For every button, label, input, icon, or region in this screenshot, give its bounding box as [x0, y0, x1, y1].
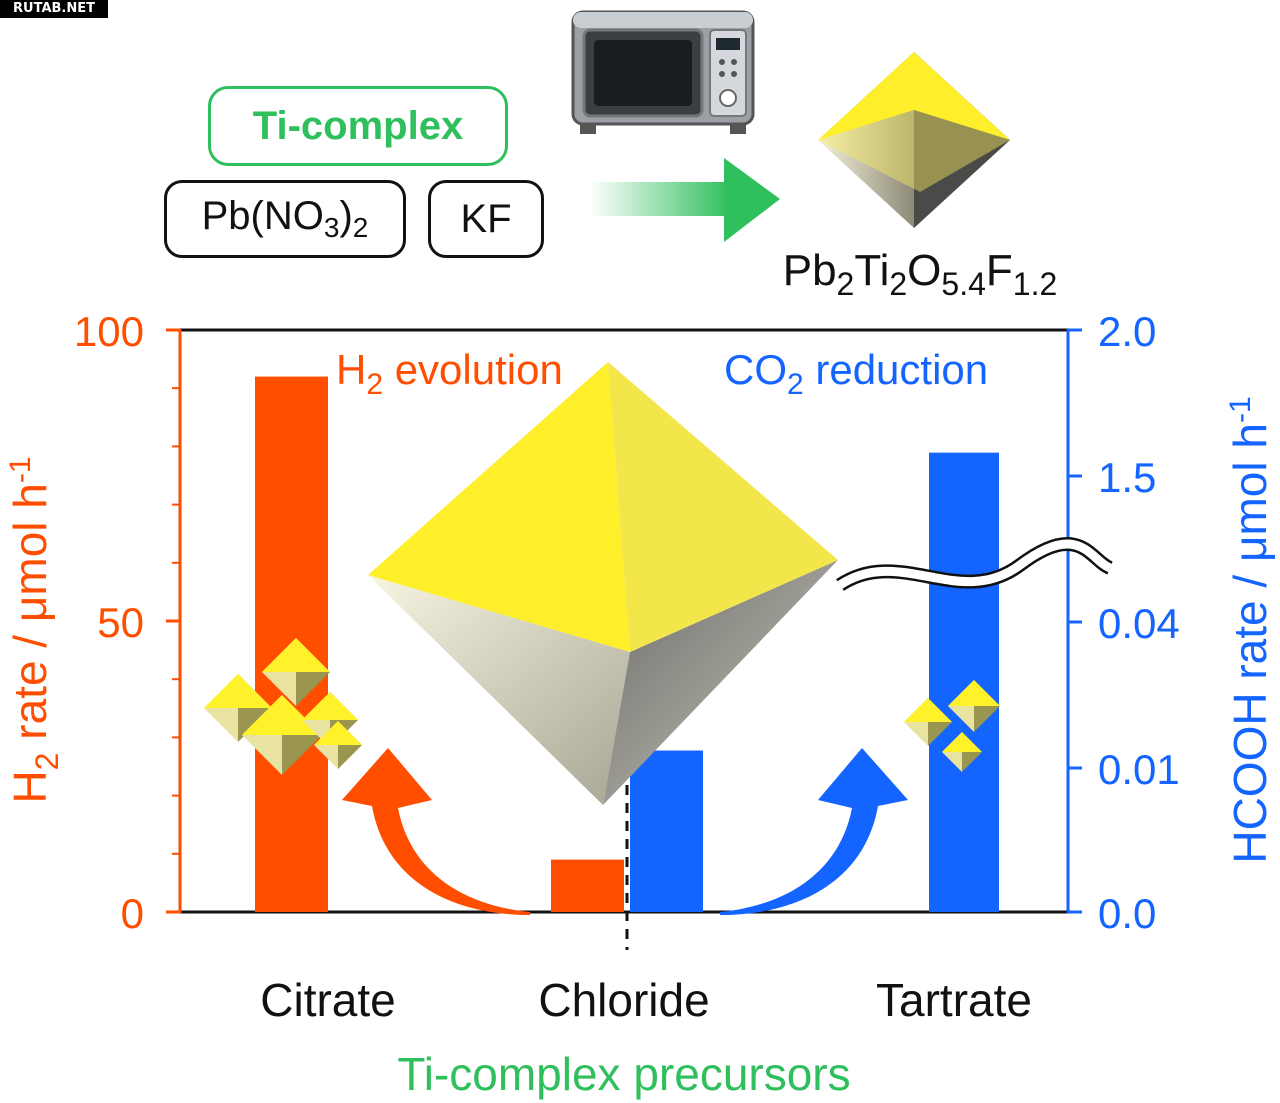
ti-complex-box: Ti-complex — [208, 86, 508, 166]
formula-part: 5.4 — [941, 266, 986, 302]
lead-nitrate-box: Pb(NO3)2 — [164, 180, 406, 258]
formula-part: 2 — [889, 266, 908, 302]
hcooh-bar — [929, 452, 999, 912]
crystal-face-lower-left — [368, 575, 630, 805]
crystal-face-lower-right — [603, 560, 838, 805]
citrate-crystal-top — [314, 721, 362, 745]
x-tick-label: Citrate — [260, 974, 395, 1026]
formula-part: O — [907, 246, 942, 295]
x-tick-label: Tartrate — [876, 974, 1032, 1026]
right-tick-label: 0.01 — [1098, 746, 1180, 793]
citrate-crystal-top — [204, 674, 272, 708]
left-axis-title: H2 rate / μmol h-1 — [4, 456, 65, 803]
ti-complex-label: Ti-complex — [252, 103, 464, 148]
formula-part: 1.2 — [1012, 266, 1058, 302]
microwave-icon — [571, 10, 755, 134]
right-tick-label: 2.0 — [1098, 308, 1156, 355]
left-tick-label: 100 — [74, 308, 144, 355]
legend-co2-reduction: CO2 reduction — [724, 346, 988, 401]
product-crystal-icon — [818, 52, 1010, 228]
axis-break-inner — [837, 539, 1113, 589]
crystal-face-upper-left — [368, 362, 630, 652]
formula-part: Pb — [782, 246, 837, 295]
left-tick-label: 0 — [121, 890, 144, 937]
tartrate-crystal-top — [948, 680, 1000, 706]
right-tick-label: 1.5 — [1098, 454, 1156, 501]
citrate-crystal-top — [262, 638, 330, 672]
left-curved-arrow-icon — [342, 748, 530, 915]
right-axis-title: HCOOH rate / μmol h-1 — [1224, 396, 1276, 863]
product-formula: Pb2Ti2O5.4F1.2 — [740, 246, 1100, 303]
crystal-face-upper-right — [608, 362, 838, 652]
right-tick-label: 0.0 — [1098, 890, 1156, 937]
tartrate-crystal-top — [904, 698, 952, 722]
x-tick-label: Chloride — [538, 974, 709, 1026]
citrate-crystal-top — [242, 695, 322, 735]
lead-nitrate-label: Pb(NO3)2 — [201, 194, 369, 243]
kf-label: KF — [460, 196, 512, 241]
formula-part: F — [985, 246, 1013, 295]
left-tick-label: 50 — [97, 599, 144, 646]
formula-part: Ti — [854, 246, 890, 295]
reaction-arrow-icon — [590, 158, 780, 242]
watermark: RUTAB.NET — [0, 0, 108, 18]
right-curved-arrow-icon — [720, 748, 908, 915]
kf-box: KF — [428, 180, 544, 258]
x-axis-title: Ti-complex precursors — [397, 1048, 850, 1100]
hcooh-bar — [630, 750, 703, 912]
legend-h2-evolution: H2 evolution — [336, 346, 563, 401]
formula-part: 2 — [836, 266, 855, 302]
right-tick-label: 0.04 — [1098, 600, 1180, 647]
citrate-crystal-top — [302, 692, 358, 720]
tartrate-crystal-top — [942, 732, 982, 752]
bar-chart: 0 50 100 0.0 0.01 0.04 1.5 2.0 H2 evolution CO2 r… — [4, 308, 1276, 1100]
h2-bar — [551, 859, 624, 912]
